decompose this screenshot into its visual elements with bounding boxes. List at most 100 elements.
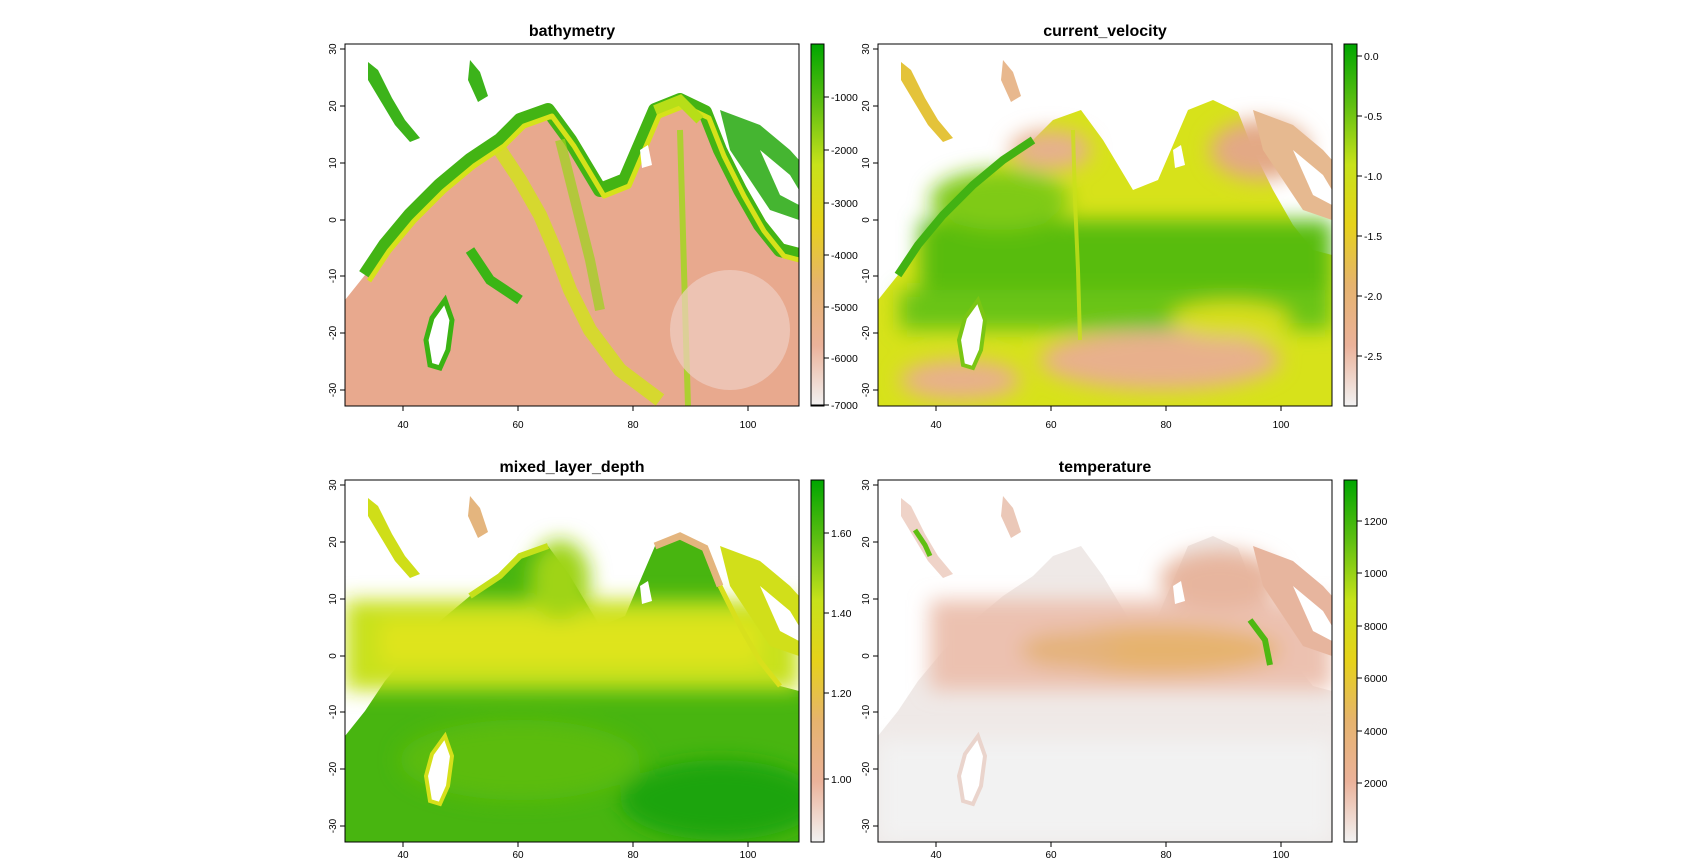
y-axis: 30 20 10 0 -10 -20 -30 — [328, 479, 345, 833]
y-tick-label: 30 — [328, 43, 339, 55]
legend-tick-label: 4000 — [1364, 726, 1388, 738]
y-tick-label: -30 — [328, 818, 339, 833]
y-tick-label: 10 — [861, 593, 872, 605]
y-tick-label: 10 — [328, 593, 339, 605]
legend-tick-label: -0.5 — [1364, 111, 1382, 123]
persian-gulf — [468, 496, 488, 538]
persian-gulf — [1001, 60, 1021, 102]
color-legend: 0.0 -0.5 -1.0 -1.5 -2.0 -2.5 — [1343, 43, 1382, 407]
x-tick-label: 60 — [1045, 850, 1057, 860]
legend-tick-label: -1.5 — [1364, 231, 1382, 243]
raster-map — [345, 44, 799, 406]
y-tick-label: 10 — [328, 157, 339, 169]
y-tick-label: 20 — [328, 100, 339, 112]
legend-tick-label: -2000 — [831, 145, 858, 157]
y-tick-label: -20 — [328, 325, 339, 340]
panel-mixed-layer-depth: mixed_layer_depth — [328, 459, 852, 860]
legend-tick-label: -6000 — [831, 353, 858, 365]
x-tick-label: 40 — [397, 420, 409, 431]
red-sea — [368, 62, 420, 142]
y-tick-label: 30 — [861, 479, 872, 491]
y-tick-label: 30 — [861, 43, 872, 55]
red-sea — [368, 498, 420, 578]
panel-current-velocity: current_velocity — [861, 23, 1382, 431]
color-legend: 1200 1000 8000 6000 4000 2000 — [1343, 479, 1388, 843]
x-tick-label: 100 — [740, 420, 757, 431]
legend-tick-label: -1000 — [831, 92, 858, 104]
y-tick-label: -20 — [861, 761, 872, 776]
y-tick-label: -30 — [861, 382, 872, 397]
y-tick-label: -10 — [328, 268, 339, 283]
x-tick-label: 100 — [1273, 420, 1290, 431]
x-tick-label: 40 — [930, 420, 942, 431]
red-sea — [901, 62, 953, 142]
legend-tick-label: 1200 — [1364, 516, 1388, 528]
legend-tick-label: 8000 — [1364, 621, 1388, 633]
x-tick-label: 40 — [397, 850, 409, 860]
panel-title: mixed_layer_depth — [500, 459, 645, 476]
legend-tick-label: -4000 — [831, 250, 858, 262]
persian-gulf — [1001, 496, 1021, 538]
legend-color-bar — [810, 479, 825, 843]
y-tick-label: -30 — [328, 382, 339, 397]
y-axis: 30 20 10 0 -10 -20 -30 — [328, 43, 345, 397]
y-tick-label: 20 — [861, 536, 872, 548]
y-tick-label: -30 — [861, 818, 872, 833]
y-tick-label: -10 — [861, 704, 872, 719]
x-axis: 40 60 80 100 — [397, 406, 757, 431]
panel-temperature: temperature 40 — [861, 459, 1388, 860]
x-axis: 40 60 80 100 — [930, 842, 1290, 860]
x-tick-label: 60 — [512, 850, 524, 860]
legend-tick-label: -3000 — [831, 198, 858, 210]
x-tick-label: 80 — [1160, 420, 1172, 431]
panel-title: current_velocity — [1043, 23, 1167, 40]
mid-ocean-ridge — [494, 146, 665, 406]
legend-tick-label: -7000 — [831, 400, 858, 412]
legend-color-bar — [1343, 43, 1358, 407]
x-tick-label: 40 — [930, 850, 942, 860]
y-tick-label: 0 — [861, 217, 872, 223]
x-axis: 40 60 80 100 — [397, 842, 757, 860]
legend-tick-label: 2000 — [1364, 778, 1388, 790]
y-axis: 30 20 10 0 -10 -20 -30 — [861, 479, 878, 833]
madagascar — [956, 731, 988, 807]
legend-tick-label: 1.00 — [831, 774, 852, 786]
panel-bathymetry: bathymetry — [328, 23, 858, 431]
red-sea — [901, 498, 953, 578]
panel-title: temperature — [1059, 459, 1152, 476]
madagascar — [423, 731, 455, 807]
color-legend: -1000 -2000 -3000 -4000 -5000 -6000 -700… — [810, 43, 858, 412]
x-tick-label: 100 — [740, 850, 757, 860]
x-tick-label: 80 — [627, 850, 639, 860]
legend-tick-label: 1.40 — [831, 608, 852, 620]
y-tick-label: 0 — [861, 653, 872, 659]
legend-tick-label: -5000 — [831, 302, 858, 314]
raster-map — [345, 480, 799, 842]
y-tick-label: -10 — [328, 704, 339, 719]
madagascar — [423, 294, 455, 372]
y-tick-label: 30 — [328, 479, 339, 491]
madagascar — [956, 295, 988, 371]
y-tick-label: -20 — [861, 325, 872, 340]
legend-tick-label: 1.20 — [831, 688, 852, 700]
x-axis: 40 60 80 100 — [930, 406, 1290, 431]
x-tick-label: 80 — [1160, 850, 1172, 860]
legend-tick-label: -2.0 — [1364, 291, 1382, 303]
y-axis: 30 20 10 0 -10 -20 -30 — [861, 43, 878, 397]
raster-map — [878, 480, 1332, 842]
legend-color-bar — [1343, 479, 1358, 843]
legend-tick-label: -1.0 — [1364, 171, 1382, 183]
legend-tick-label: 1000 — [1364, 568, 1388, 580]
legend-tick-label: 6000 — [1364, 673, 1388, 685]
y-tick-label: 10 — [861, 157, 872, 169]
x-tick-label: 80 — [627, 420, 639, 431]
x-tick-label: 60 — [1045, 420, 1057, 431]
y-tick-label: 20 — [328, 536, 339, 548]
color-legend: 1.60 1.40 1.20 1.00 — [810, 479, 852, 843]
legend-color-bar — [810, 43, 825, 407]
raster-map — [878, 44, 1332, 406]
legend-tick-label: 1.60 — [831, 528, 852, 540]
legend-tick-label: 0.0 — [1364, 51, 1379, 63]
panel-title: bathymetry — [529, 23, 615, 40]
